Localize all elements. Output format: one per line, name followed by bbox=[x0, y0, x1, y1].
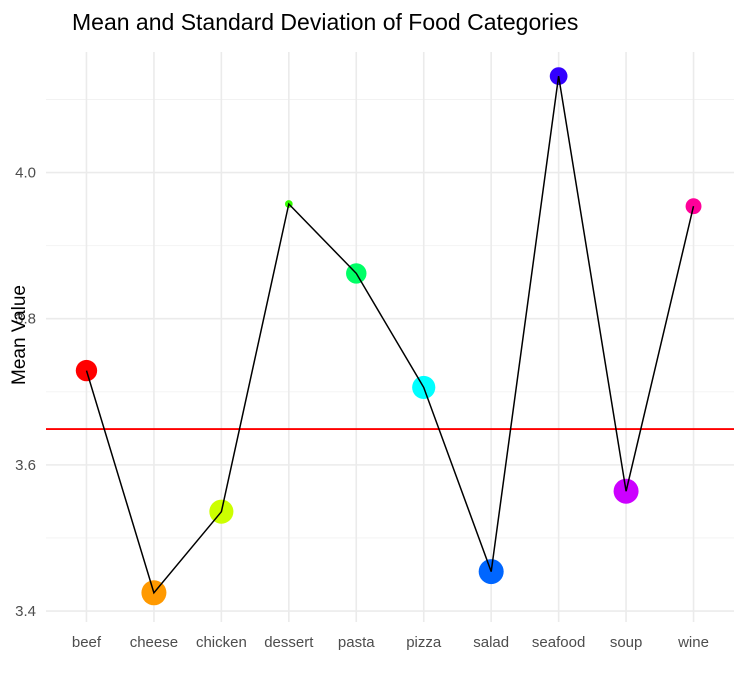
x-tick-label-soup: soup bbox=[610, 634, 643, 651]
grid bbox=[46, 52, 734, 622]
chart-title: Mean and Standard Deviation of Food Cate… bbox=[72, 9, 578, 35]
data-points bbox=[75, 67, 702, 606]
series-line bbox=[85, 75, 695, 595]
y-tick-label: 3.8 bbox=[15, 311, 36, 328]
x-tick-label-seafood: seafood bbox=[532, 634, 585, 651]
y-tick-label: 4.0 bbox=[15, 165, 36, 182]
y-axis-title: Mean Value bbox=[9, 285, 30, 385]
y-tick-label: 3.6 bbox=[15, 457, 36, 474]
x-tick-label-pizza: pizza bbox=[406, 634, 442, 651]
x-axis-ticks: beef cheese chicken dessert pasta pizza salad s… bbox=[72, 634, 709, 651]
x-tick-label-dessert: dessert bbox=[264, 634, 314, 651]
x-tick-label-beef: beef bbox=[72, 634, 102, 651]
x-tick-label-wine: wine bbox=[677, 634, 709, 651]
x-tick-label-cheese: cheese bbox=[130, 634, 178, 651]
data-point-wine bbox=[685, 198, 702, 215]
y-tick-label: 3.4 bbox=[15, 603, 36, 620]
x-tick-label-pasta: pasta bbox=[338, 634, 375, 651]
y-axis-ticks: 3.4 3.6 3.8 4.0 bbox=[15, 165, 36, 620]
series-path bbox=[85, 75, 695, 595]
x-tick-label-chicken: chicken bbox=[196, 634, 247, 651]
x-tick-label-salad: salad bbox=[473, 634, 509, 651]
